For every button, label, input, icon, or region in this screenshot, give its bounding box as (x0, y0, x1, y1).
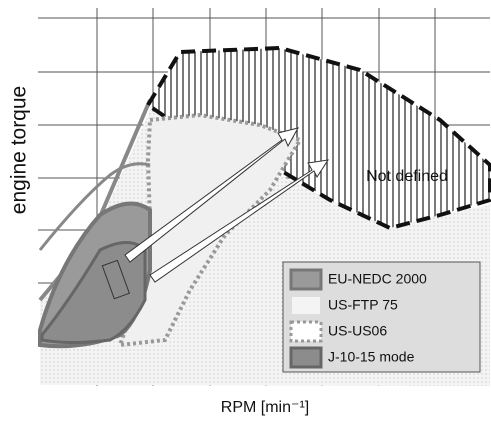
x-axis-label: RPM [min⁻¹] (221, 399, 309, 416)
legend-label: EU-NEDC 2000 (328, 271, 427, 287)
legend-swatch (289, 346, 323, 369)
arrows (124, 127, 330, 283)
legend: EU-NEDC 2000 US-FTP 75 US-US06 J-10-15 m… (282, 261, 481, 373)
legend-swatch (289, 320, 323, 343)
marker (101, 259, 130, 300)
legend-label: J-10-15 mode (328, 349, 415, 365)
legend-swatch (289, 268, 323, 291)
legend-swatch (290, 295, 322, 316)
plot-area: Not defined EU-NEDC 2000 US-FTP 75 US-US… (38, 8, 491, 386)
legend-label: US-FTP 75 (328, 297, 398, 313)
annotation: Not defined (366, 168, 448, 185)
legend-label: US-US06 (328, 323, 387, 339)
y-axis-label: engine torque (8, 86, 31, 214)
curve (38, 162, 151, 251)
